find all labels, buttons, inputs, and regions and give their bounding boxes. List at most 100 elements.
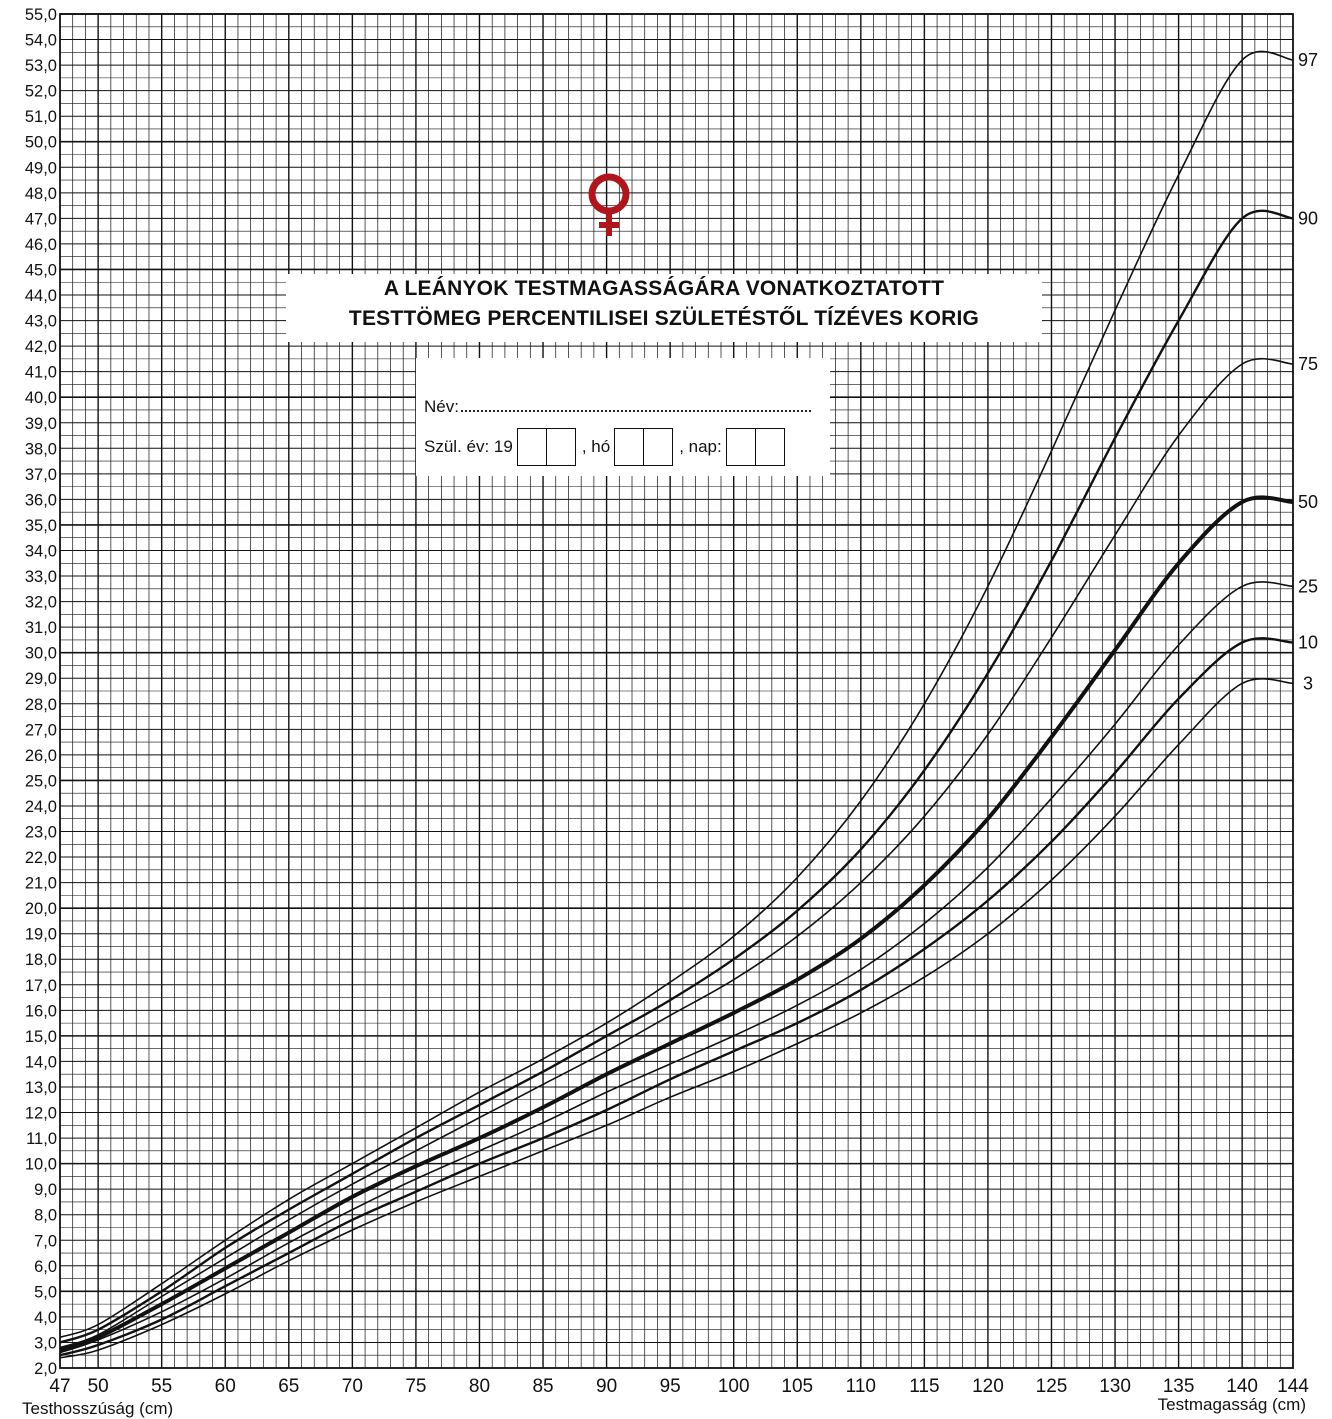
y-tick-label: 17,0 [25,977,57,995]
x-tick-label: 144 [1277,1376,1309,1397]
y-tick-label: 28,0 [25,696,57,714]
percentile-label-75: 75 [1298,354,1318,374]
x-tick-labels: 47 50 55 60 65 70 75 80 85 90 95 100 105 110 115 120 125… [49,1376,1309,1397]
y-tick-label: 40,0 [25,389,57,407]
x-tick-label: 60 [215,1376,236,1397]
y-tick-label: 7,0 [34,1232,57,1250]
x-tick-label: 130 [1099,1376,1131,1397]
y-tick-label: 6,0 [34,1258,57,1276]
x-tick-label: 75 [405,1376,426,1397]
name-field[interactable] [460,396,811,412]
minor-grid [59,14,1294,1369]
y-tick-label: 15,0 [25,1028,57,1046]
plot-frame [59,13,1294,1369]
percentile-label-90: 90 [1298,208,1318,228]
y-tick-label: 25,0 [25,772,57,790]
percentile-curves [59,50,1294,1359]
y-tick-label: 44,0 [25,287,57,305]
birth-date-row: Szül. év: 19 , hó , nap: [424,428,791,466]
venus-symbol-icon [588,173,630,236]
x-tick-label: 100 [718,1376,750,1397]
y-tick-label: 47,0 [25,210,57,228]
y-tick-label: 16,0 [25,1002,57,1020]
y-tick-label: 45,0 [25,261,57,279]
y-tick-label: 22,0 [25,849,57,867]
y-tick-label: 46,0 [25,236,57,254]
y-tick-label: 50,0 [25,134,57,152]
y-tick-label: 30,0 [25,645,57,663]
x-tick-label: 70 [342,1376,363,1397]
percentile-label-3: 3 [1303,673,1313,693]
y-tick-label: 2,0 [34,1360,57,1378]
birth-month-label: , hó [581,437,611,456]
birth-month-field[interactable] [614,428,674,466]
y-tick-label: 19,0 [25,926,57,944]
x-axis-title-right: Testmagasság (cm) [1158,1395,1306,1414]
y-tick-label: 14,0 [25,1053,57,1071]
x-tick-label: 95 [660,1376,681,1397]
x-tick-label: 105 [781,1376,813,1397]
chart-title: A LEÁNYOK TESTMAGASSÁGÁRA VONATKOZTATOTT… [286,274,1042,342]
birth-day-field[interactable] [725,428,785,466]
y-tick-label: 11,0 [26,1130,57,1148]
chart-axes [59,13,1294,1369]
x-tick-label: 135 [1163,1376,1195,1397]
x-axis-title-left: Testhosszúság (cm) [22,1399,173,1418]
y-tick-label: 18,0 [25,951,57,969]
percentile-labels: 97 90 75 50 25 10 3 [1298,50,1318,693]
y-tick-label: 4,0 [34,1309,57,1327]
name-label: Név: [424,397,459,416]
x-tick-label: 115 [909,1376,939,1397]
birth-year-label: Szül. év: 19 [424,437,513,456]
y-tick-label: 37,0 [25,466,57,484]
y-tick-label: 9,0 [34,1181,57,1199]
x-tick-label: 90 [596,1376,617,1397]
y-tick-label: 49,0 [25,159,57,177]
x-tick-label: 80 [469,1376,490,1397]
y-tick-label: 53,0 [25,57,57,75]
x-tick-label: 125 [1036,1376,1068,1397]
x-tick-label: 55 [151,1376,172,1397]
y-tick-label: 3,0 [34,1334,57,1352]
name-row: Név: [424,396,811,417]
y-tick-label: 34,0 [25,542,57,560]
chart-title-line-1: A LEÁNYOK TESTMAGASSÁGÁRA VONATKOZTATOTT [383,277,945,300]
y-tick-label: 21,0 [25,875,57,893]
x-tick-label: 50 [88,1376,109,1397]
x-tick-label: 140 [1226,1376,1258,1397]
y-tick-label: 33,0 [25,568,57,586]
y-tick-label: 52,0 [25,83,57,101]
y-tick-label: 13,0 [25,1079,57,1097]
x-tick-label: 85 [532,1376,553,1397]
percentile-line-90 [59,209,1294,1344]
y-tick-label: 12,0 [25,1105,57,1123]
y-tick-label: 8,0 [34,1207,57,1225]
y-tick-label: 27,0 [25,721,57,739]
y-tick-label: 38,0 [25,440,57,458]
patient-form: Név: Szül. év: 19 , hó , nap: [416,358,830,476]
y-tick-label: 26,0 [25,747,57,765]
y-tick-label: 48,0 [25,185,57,203]
y-tick-label: 41,0 [25,364,57,382]
y-tick-label: 23,0 [25,824,57,842]
percentile-label-50: 50 [1298,492,1318,512]
percentile-line-3 [59,678,1294,1359]
percentile-line-75 [59,357,1294,1349]
percentile-line-50 [59,495,1294,1353]
y-tick-label: 35,0 [25,517,57,535]
y-tick-label: 43,0 [25,313,57,331]
y-tick-label: 55,0 [25,6,57,24]
x-tick-label: 120 [972,1376,1004,1397]
y-tick-label: 32,0 [25,594,57,612]
y-tick-labels: 2,0 3,0 4,0 5,0 6,0 7,0 8,0 9,0 10,0 11,0 12,0 13,0… [25,6,57,1378]
y-tick-label: 5,0 [34,1283,57,1301]
y-tick-label: 42,0 [25,338,57,356]
x-tick-label: 65 [278,1376,299,1397]
y-tick-label: 29,0 [25,670,57,688]
y-tick-label: 24,0 [25,798,57,816]
y-tick-label: 10,0 [25,1156,57,1174]
birth-day-label: , nap: [679,437,722,456]
x-tick-label: 47 [49,1376,70,1397]
birth-year-field[interactable] [516,428,576,466]
